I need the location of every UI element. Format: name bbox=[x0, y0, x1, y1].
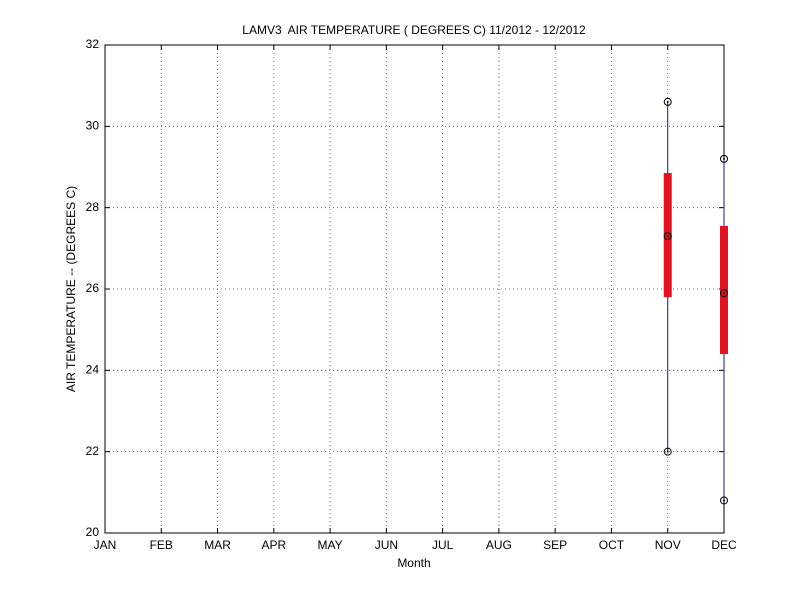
x-tick-label: AUG bbox=[486, 538, 512, 552]
marker-dot bbox=[723, 292, 725, 295]
y-tick-label: 24 bbox=[86, 363, 100, 377]
x-tick-label: APR bbox=[261, 538, 286, 552]
x-tick-label: MAR bbox=[204, 538, 231, 552]
x-tick-label: NOV bbox=[655, 538, 681, 552]
x-tick-label: FEB bbox=[150, 538, 173, 552]
marker-dot bbox=[666, 235, 669, 238]
y-tick-label: 22 bbox=[86, 444, 100, 458]
marker-dot bbox=[723, 157, 725, 160]
y-tick-label: 20 bbox=[86, 525, 100, 539]
x-tick-label: JAN bbox=[94, 538, 117, 552]
y-tick-label: 28 bbox=[86, 200, 100, 214]
x-tick-label: JUL bbox=[432, 538, 454, 552]
marker bbox=[720, 289, 728, 298]
y-tick-label: 26 bbox=[86, 281, 100, 295]
x-tick-label: MAY bbox=[318, 538, 343, 552]
y-tick-label: 30 bbox=[86, 119, 100, 133]
x-tick-label: DEC bbox=[711, 538, 737, 552]
box bbox=[663, 173, 672, 298]
chart-title: LAMV3 AIR TEMPERATURE ( DEGREES C) 11/20… bbox=[242, 23, 586, 37]
marker-dot bbox=[723, 499, 725, 502]
marker-dot bbox=[666, 450, 669, 453]
marker bbox=[720, 496, 728, 505]
marker bbox=[663, 232, 672, 241]
marker-dot bbox=[666, 100, 669, 103]
y-tick-label: 32 bbox=[86, 37, 100, 51]
marker bbox=[720, 154, 728, 163]
x-tick-label: JUN bbox=[375, 538, 398, 552]
marker bbox=[663, 97, 672, 106]
y-axis-label: AIR TEMPERATURE -- (DEGREES C) bbox=[64, 186, 78, 392]
x-tick-label: SEP bbox=[543, 538, 567, 552]
x-axis-label: Month bbox=[397, 556, 430, 570]
x-tick-label: OCT bbox=[599, 538, 625, 552]
marker bbox=[663, 447, 672, 456]
